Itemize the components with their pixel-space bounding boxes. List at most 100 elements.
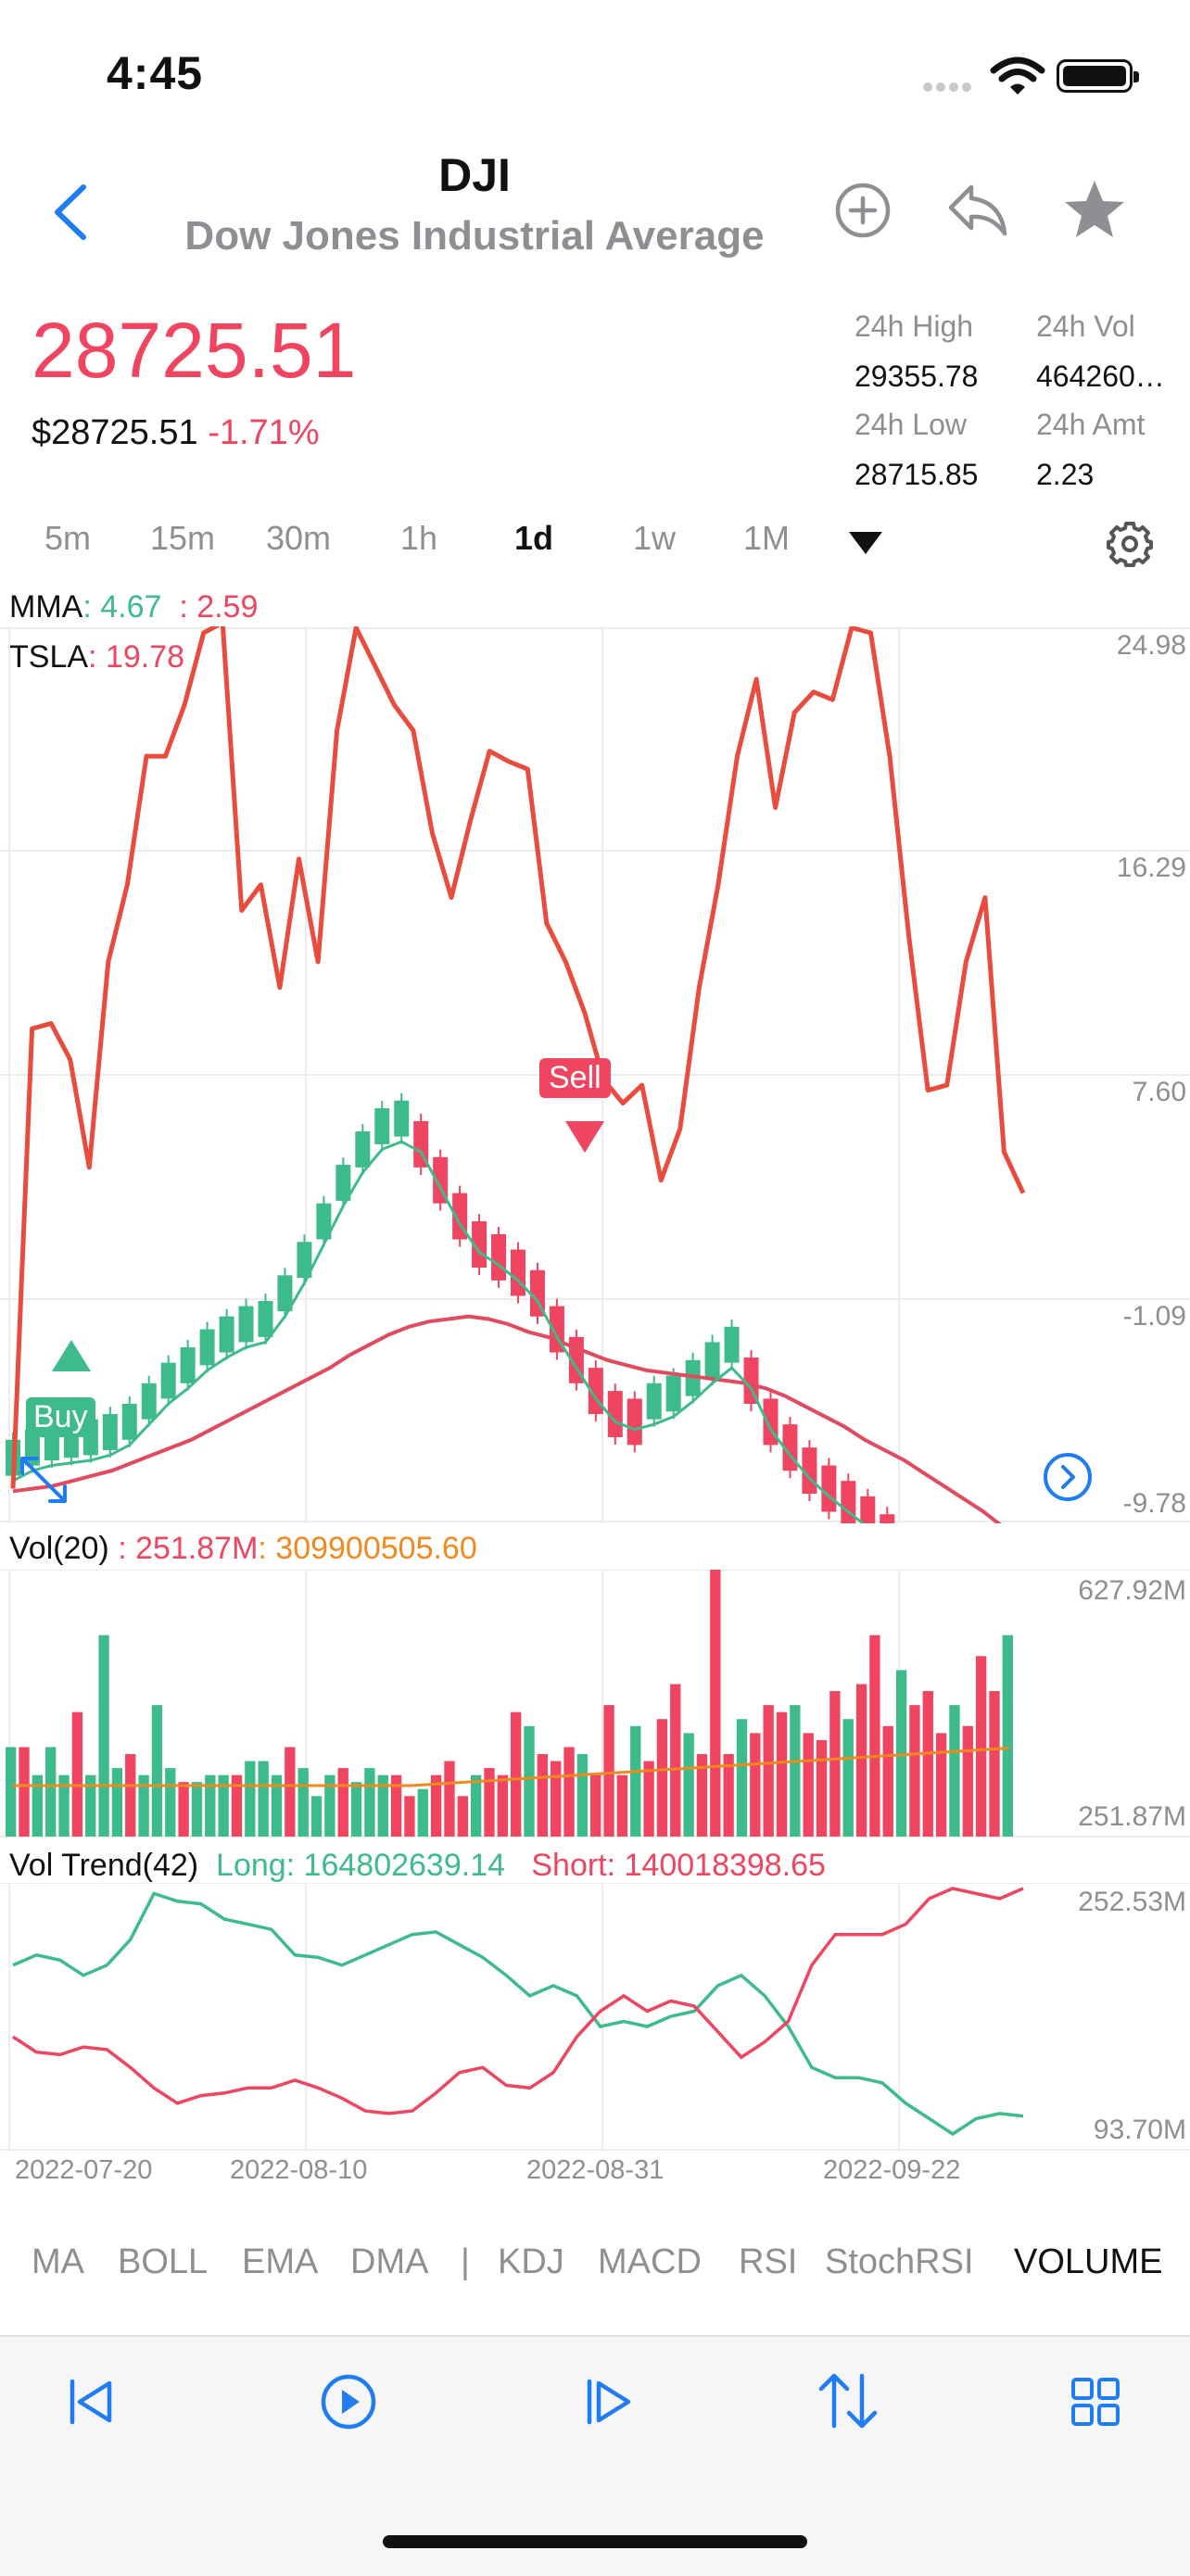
step-forward-icon[interactable]: [580, 2374, 636, 2430]
candle-body: [335, 1165, 351, 1201]
share-reply-icon[interactable]: [947, 182, 1008, 239]
amt-label: 24h Amt: [1036, 408, 1146, 441]
volume-bar: [869, 1635, 880, 1837]
candle-body: [491, 1233, 507, 1281]
change-percent: -1.71%: [208, 413, 320, 452]
volume-bar: [231, 1774, 243, 1837]
add-circle-icon[interactable]: [834, 182, 892, 239]
indicator-tab-macd[interactable]: MACD: [598, 2242, 702, 2281]
volume-bar: [497, 1774, 508, 1837]
vol-trend-chart[interactable]: [0, 1883, 1190, 2152]
volume-bar: [616, 1774, 628, 1837]
indicator-tab-volume[interactable]: VOLUME: [1014, 2242, 1163, 2281]
candle-body: [238, 1306, 254, 1343]
volume-value-1: : 251.87M: [118, 1531, 259, 1566]
step-back-icon[interactable]: [63, 2374, 119, 2430]
timeframe-1h[interactable]: 1h: [400, 519, 438, 557]
battery-icon: [1057, 59, 1139, 93]
indicator-tab-boll[interactable]: BOLL: [118, 2242, 209, 2281]
indicator-tab-kdj[interactable]: KDJ: [498, 2242, 564, 2281]
volume-bar: [683, 1733, 694, 1837]
volume-bar: [855, 1684, 867, 1837]
candle-body: [724, 1326, 740, 1363]
buy-arrow-icon: [52, 1340, 91, 1371]
last-price: 28725.51: [32, 307, 357, 394]
candle-body: [627, 1398, 642, 1446]
candle-body: [199, 1329, 215, 1366]
candle-body: [511, 1249, 525, 1296]
amt-value: 2.23: [1036, 458, 1095, 491]
volume-bar: [271, 1774, 283, 1837]
timeframe-5m[interactable]: 5m: [44, 519, 92, 557]
volume-bar: [32, 1774, 44, 1837]
volume-bar: [790, 1705, 801, 1837]
vol-label: 24h Vol: [1036, 309, 1135, 343]
axis-label: 16.29: [1116, 852, 1186, 883]
volume-bar: [736, 1719, 748, 1837]
expand-chart-icon[interactable]: [17, 1453, 70, 1507]
timeframe-15m[interactable]: 15m: [150, 519, 216, 557]
volume-bar: [895, 1670, 907, 1837]
scroll-to-latest-icon[interactable]: [1042, 1451, 1094, 1503]
volume-label: Vol(20): [9, 1531, 109, 1566]
volume-bar: [949, 1705, 960, 1837]
candle-body: [841, 1481, 856, 1523]
volume-bar: [178, 1782, 189, 1837]
volume-bar: [430, 1774, 442, 1837]
candle-body: [433, 1156, 449, 1204]
sell-arrow-icon: [565, 1121, 604, 1153]
back-chevron-icon[interactable]: [46, 182, 93, 243]
volume-bar: [404, 1796, 415, 1837]
candle-body: [413, 1120, 429, 1168]
vol-trend-short: Short: 140018398.65: [531, 1848, 826, 1883]
vol-value: 464260…: [1036, 360, 1165, 393]
mma-line: [12, 1140, 866, 1523]
axis-label: 7.60: [1132, 1077, 1186, 1107]
status-time: 4:45: [107, 47, 204, 99]
vol-trend-label: Vol Trend(42): [9, 1848, 199, 1883]
volume-bar: [205, 1774, 216, 1837]
volume-bar: [803, 1733, 814, 1837]
volume-bar: [563, 1747, 575, 1837]
volume-chart[interactable]: [0, 1570, 1190, 1838]
volume-bar: [245, 1761, 256, 1837]
volume-bar: [989, 1691, 1000, 1837]
sort-arrows-icon[interactable]: [816, 2370, 880, 2431]
axis-label: -1.09: [1122, 1301, 1186, 1332]
timeframe-1M[interactable]: 1M: [743, 519, 791, 557]
volume-bar: [576, 1753, 589, 1837]
settings-gear-icon[interactable]: [1105, 519, 1155, 569]
favorite-star-icon[interactable]: [1062, 178, 1127, 241]
volume-bar: [670, 1684, 681, 1837]
volume-bar: [58, 1774, 70, 1837]
timeframe-1w[interactable]: 1w: [633, 519, 677, 557]
indicator-tab-stochrsi[interactable]: StochRSI: [825, 2242, 974, 2281]
volume-bar: [98, 1635, 109, 1837]
volume-bar: [165, 1768, 176, 1837]
tsla-value: : 19.78: [88, 639, 185, 675]
indicator-tab-dma[interactable]: DMA: [350, 2242, 429, 2281]
indicator-tab-rsi[interactable]: RSI: [739, 2242, 798, 2281]
volume-bar: [816, 1739, 828, 1837]
candle-body: [141, 1383, 157, 1420]
ma-long-line: [12, 1314, 1002, 1523]
volume-bar: [457, 1796, 468, 1837]
volume-bar: [470, 1774, 482, 1837]
candle-body: [860, 1496, 876, 1523]
volume-bar: [524, 1725, 535, 1837]
play-icon[interactable]: [319, 2372, 378, 2431]
timeframe-30m[interactable]: 30m: [266, 519, 332, 557]
candle-body: [24, 1429, 40, 1466]
timeframe-1d[interactable]: 1d: [514, 519, 554, 557]
volume-bar: [19, 1747, 30, 1837]
date-label: 2022-07-20: [15, 2155, 153, 2185]
indicator-tab-ma[interactable]: MA: [32, 2242, 84, 2281]
indicator-tab-ema[interactable]: EMA: [242, 2242, 319, 2281]
vol-trend-long: Long: 164802639.14: [216, 1848, 506, 1883]
date-label: 2022-09-22: [823, 2155, 961, 2185]
low-label: 24h Low: [855, 408, 967, 441]
candle-body: [297, 1242, 312, 1279]
grid-menu-icon[interactable]: [1068, 2374, 1123, 2430]
volume-legend: Vol(20) : 251.87M: 309900505.60: [9, 1531, 477, 1567]
more-timeframes-dropdown-icon[interactable]: [847, 530, 884, 556]
